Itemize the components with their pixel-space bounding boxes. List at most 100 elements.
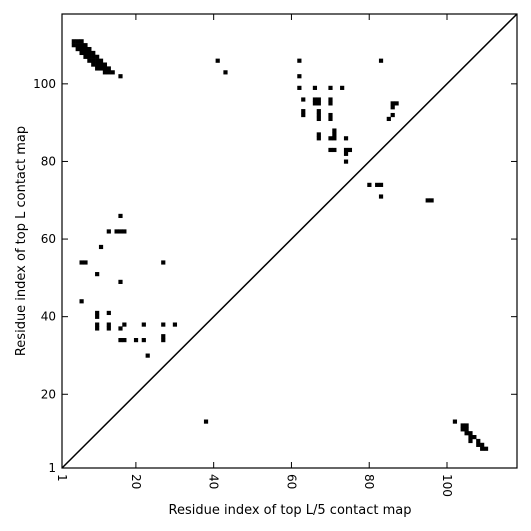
contact-cell-top-l [95,314,100,319]
contact-cell-top-l [95,66,100,71]
contact-cell-top-l [312,97,318,102]
contact-cell-top-l [102,62,108,67]
contact-cell-top-l [332,128,337,133]
y-tick-label: 100 [33,77,56,91]
contact-cell-top-l [347,147,353,153]
y-tick-label: 40 [41,310,56,324]
contact-cell-top-l [95,272,100,277]
contact-cell-top-l [83,46,88,52]
contact-cell-top-l [83,260,88,265]
contact-cell-top-l [343,147,349,153]
contact-cell-top-l [328,112,333,118]
contact-cell-top-l [316,132,321,137]
contact-cell-top-l [161,334,166,339]
contact-cell-top-l [106,310,111,316]
contact-cell-top-l [340,85,345,90]
contact-cell-top-l [91,50,96,56]
contact-cell-top-l [91,54,96,59]
contact-cell-top-l [301,97,306,102]
x-tick-label: 60 [284,474,298,489]
contact-cell-top-l [343,136,349,141]
contact-cell-top-l [312,85,318,90]
contact-cell-top-l [102,70,108,75]
contact-cell-top-l [98,244,104,250]
contact-cell-top-l [141,322,146,327]
contact-cell-top-l [394,101,399,106]
contact-cell-top-l [367,182,372,187]
contact-cell-top-l [316,116,321,122]
contact-cell-top-l [87,54,92,59]
contact-cell-top-l5 [468,435,473,440]
contact-cell-top-l [79,39,84,44]
contact-cell-top-l [390,105,395,110]
contact-cell-top-l [83,54,88,59]
contact-cell-top-l [95,62,100,67]
contact-cell-top-l [106,229,111,234]
y-tick-label: 1 [48,461,56,475]
contact-cell-top-l [386,116,391,122]
contact-cell-top-l [71,43,76,48]
contact-cell-top-l [95,310,100,316]
y-axis-label: Residue index of top L contact map [14,126,29,356]
contact-cell-top-l [91,62,96,67]
contact-cell-top-l [328,97,333,102]
contact-cell-top-l [122,229,127,234]
contact-cell-top-l [390,112,395,118]
contact-cell-top-l [98,66,104,71]
contact-cell-top-l [83,43,88,48]
contact-cell-top-l [122,338,127,343]
contact-cell-top-l [118,338,123,343]
contact-cell-top-l [390,101,395,106]
y-tick-label: 20 [41,387,56,401]
contact-cell-top-l [378,58,384,63]
contact-cell-top-l5 [480,446,485,451]
contact-cell-top-l5 [483,446,489,451]
contact-cell-top-l [118,213,123,219]
contact-cell-top-l [79,260,84,265]
contact-cell-top-l [110,70,115,75]
contact-cell-top-l5 [480,442,485,447]
contact-cell-top-l [87,50,92,56]
contact-cell-top-l [75,39,80,44]
contact-cell-top-l [106,66,111,71]
contact-cell-top-l [161,322,166,327]
contact-cell-top-l [316,101,321,106]
contact-cell-top-l [425,198,430,203]
contact-cell-top-l [118,74,123,79]
contact-cell-top-l [328,147,333,153]
contact-cell-top-l [75,43,80,48]
contact-cell-top-l [71,39,76,44]
contact-cell-top-l5 [464,431,469,436]
y-tick-label: 60 [41,232,56,246]
contact-cell-top-l [328,101,333,106]
contact-cell-top-l [87,58,92,63]
plot-frame [61,13,518,469]
contact-cell-top-l [106,70,111,75]
contact-cell-top-l [79,50,84,56]
contact-cell-top-l [161,260,166,265]
contact-cell-top-l [378,182,384,187]
contact-cell-top-l [95,58,100,63]
x-tick-label: 80 [362,474,376,489]
contact-cell-top-l [312,101,318,106]
contact-cell-top-l5 [472,435,477,440]
x-tick-label: 20 [129,474,143,489]
contact-markers [71,39,489,451]
contact-cell-top-l [75,46,80,52]
contact-cell-top-l [79,46,84,52]
contact-cell-top-l [301,109,306,114]
contact-cell-top-l [118,279,123,284]
contact-cell-top-l5 [468,438,473,444]
contact-cell-top-l [328,116,333,122]
x-tick-label: 1 [55,474,69,482]
contact-cell-top-l [145,353,150,358]
y-tick-label: 80 [41,154,56,168]
contact-cell-top-l [316,109,321,114]
contact-cell-top-l [297,58,302,63]
contact-cell-top-l [141,338,146,343]
contact-cell-top-l [133,338,139,343]
contact-cell-top-l [316,97,321,102]
contact-cell-top-l [106,326,111,331]
